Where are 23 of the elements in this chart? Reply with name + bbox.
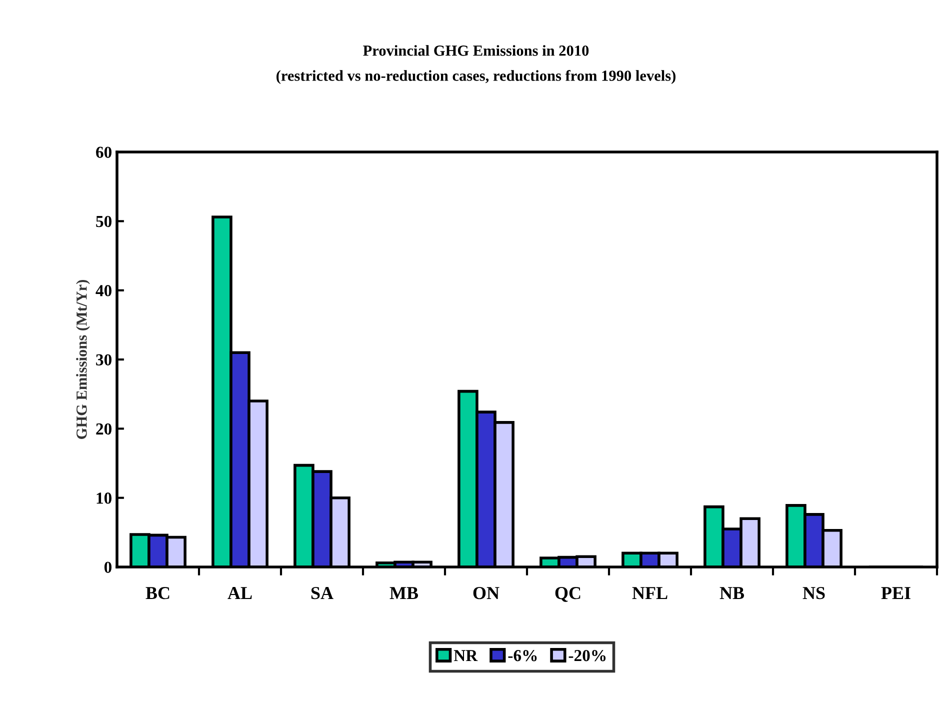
- y-tick-label: 30: [96, 354, 112, 366]
- x-tick-label: NB: [720, 587, 744, 600]
- y-tick-label: 0: [104, 562, 112, 573]
- x-tick-label: BC: [146, 587, 170, 600]
- y-tick-label: 40: [96, 285, 112, 296]
- x-tick-label: PEI: [881, 587, 910, 599]
- chart-subtitle: (restricted vs no-reduction cases, reductions from 1990 levels): [276, 70, 676, 84]
- y-tick-label: 60: [96, 146, 112, 158]
- y-tick-label: 50: [96, 216, 112, 228]
- x-tick-label: NS: [802, 587, 825, 600]
- legend-label: -20%: [568, 650, 606, 662]
- y-tick-label: 20: [96, 423, 112, 435]
- x-tick-label: ON: [473, 587, 500, 600]
- x-tick-label: NFL: [632, 587, 668, 599]
- legend-label: -6%: [508, 650, 537, 662]
- x-tick-label: AL: [228, 587, 252, 599]
- legend-label: NR: [454, 650, 478, 662]
- x-tick-label: MB: [390, 587, 418, 600]
- x-tick-label: SA: [311, 587, 334, 600]
- x-tick-label: QC: [555, 587, 580, 602]
- y-tick-label: 10: [96, 492, 112, 504]
- y-axis-title: GHG Emissions (Mt/Yr): [76, 280, 90, 439]
- chart-title: Provincial GHG Emissions in 2010: [363, 45, 589, 56]
